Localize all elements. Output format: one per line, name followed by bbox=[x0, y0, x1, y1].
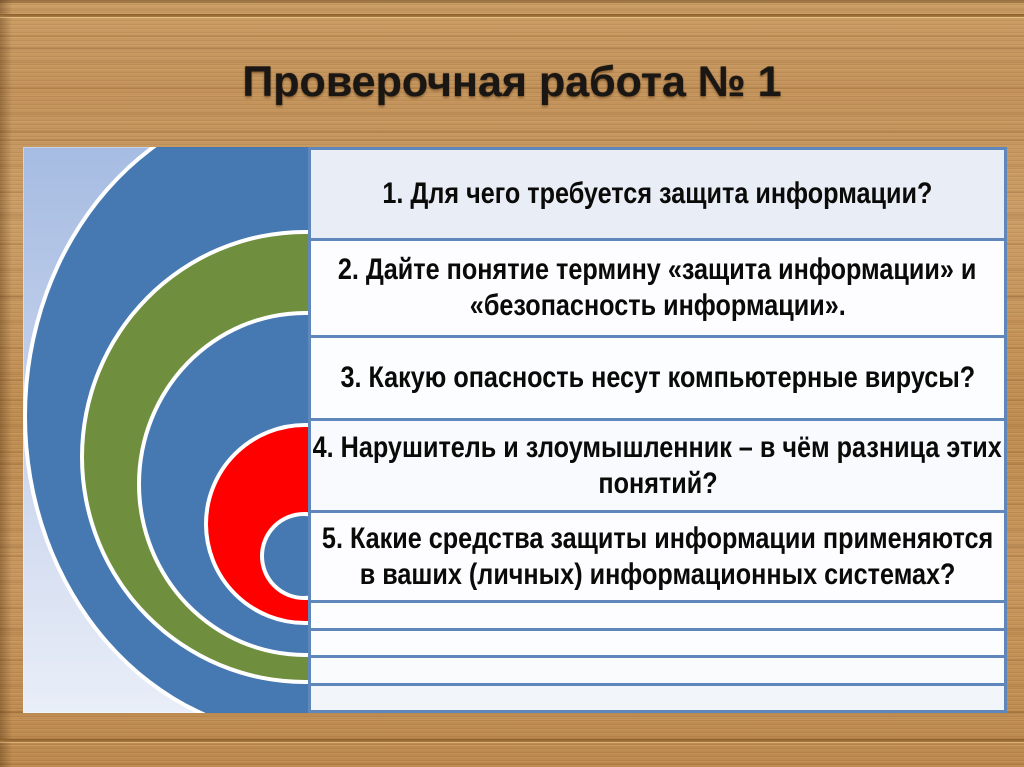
wood-top-edge bbox=[0, 0, 1024, 3]
question-row-1: 1. Для чего требуется защита информации? bbox=[311, 150, 1004, 241]
question-row-4: 4. Нарушитель и злоумышленник – в чём ра… bbox=[311, 421, 1004, 513]
empty-answer-row-3 bbox=[311, 658, 1004, 686]
question-text: 1. Для чего требуется защита информации? bbox=[382, 177, 933, 210]
question-row-2: 2. Дайте понятие термину «защита информа… bbox=[311, 241, 1004, 338]
question-row-5: 5. Какие средства защиты информации прим… bbox=[311, 513, 1004, 603]
empty-answer-row-2 bbox=[311, 630, 1004, 658]
circles-graphic-panel bbox=[23, 147, 308, 713]
question-text: «безопасность информации». bbox=[469, 289, 846, 322]
wood-groove-top bbox=[0, 14, 1024, 17]
questions-table: 1. Для чего требуется защита информации?… bbox=[308, 147, 1007, 713]
wood-groove-bottom bbox=[0, 739, 1024, 742]
question-row-3: 3. Какую опасность несут компьютерные ви… bbox=[311, 338, 1004, 421]
empty-answer-row-1 bbox=[311, 603, 1004, 631]
wood-left-shade bbox=[0, 0, 12, 767]
question-text: 3. Какую опасность несут компьютерные ви… bbox=[340, 361, 975, 394]
question-text: 2. Дайте понятие термину «защита информа… bbox=[338, 253, 977, 286]
question-text: 4. Нарушитель и злоумышленник – в чём ра… bbox=[312, 430, 1003, 464]
question-text: понятий? bbox=[597, 466, 718, 500]
question-text: в ваших (личных) информационных системах… bbox=[359, 557, 956, 591]
page-title: Проверочная работа № 1 bbox=[242, 58, 782, 106]
question-text: 5. Какие средства защиты информации прим… bbox=[321, 521, 994, 555]
empty-answer-row-4 bbox=[311, 685, 1004, 710]
